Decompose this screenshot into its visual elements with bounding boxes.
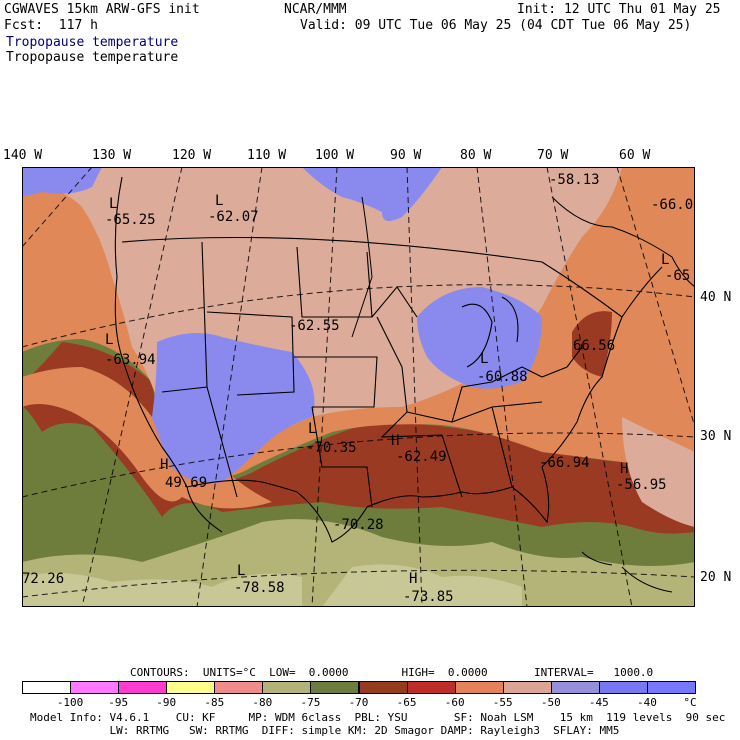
valid-time: Valid: 09 UTC Tue 06 May 25 (04 CDT Tue …: [300, 18, 692, 33]
contour-info: CONTOURS: UNITS=°C LOW= 0.0000 HIGH= 0.0…: [130, 666, 654, 679]
lon-label-90w: 90 W: [390, 148, 422, 163]
colorbar-swatch: [310, 681, 360, 694]
low-marker: L: [237, 563, 245, 579]
colorbar-tick-label: -60: [444, 696, 465, 709]
colorbar-swatch: [646, 681, 696, 694]
temperature-label: -66.03: [651, 197, 695, 213]
lon-label-70w: 70 W: [537, 148, 569, 163]
field-khaki: [22, 573, 302, 607]
map-frame: [22, 167, 695, 607]
temperature-label: -70.28: [333, 517, 384, 533]
high-marker: H: [160, 457, 168, 473]
colorbar-tick-label: -85: [204, 696, 225, 709]
low-marker: L: [105, 332, 113, 348]
colorbar-swatch: [502, 681, 552, 694]
temperature-label: -58.13: [549, 172, 600, 188]
temperature-label: -62.55: [289, 318, 340, 334]
field-red-northeast: [572, 311, 612, 377]
lon-label-130w: 130 W: [92, 148, 132, 163]
colorbar-swatch: [22, 681, 72, 694]
colorbar-swatch: [118, 681, 168, 694]
lon-label-120w: 120 W: [172, 148, 212, 163]
colorbar-tick-label: -45: [588, 696, 609, 709]
model-info-line1: Model Info: V4.6.1 CU: KF MP: WDM 6class…: [30, 711, 726, 724]
field-salmon-east: [622, 417, 695, 527]
colorbar-swatch: [406, 681, 456, 694]
init-time: Init: 12 UTC Thu 01 May 25: [517, 2, 721, 17]
field-blue-rockies: [152, 333, 315, 483]
temperature-label: -78.58: [234, 580, 285, 596]
lon-label-60w: 60 W: [619, 148, 651, 163]
colorbar-swatch: [358, 681, 408, 694]
temperature-label: 66.56: [573, 338, 615, 354]
low-marker: L: [480, 351, 488, 367]
colorbar-tick-label: -70: [348, 696, 369, 709]
forecast-hour: Fcst: 117 h: [4, 18, 98, 33]
colorbar-tick-label: -55: [492, 696, 513, 709]
low-marker: L: [308, 421, 316, 437]
field-title-contours: Tropopause temperature: [6, 50, 179, 65]
lat-label-40n: 40 N: [700, 290, 732, 305]
temperature-label: -56.95: [616, 477, 667, 493]
lon-label-80w: 80 W: [460, 148, 492, 163]
colorbar-swatch: [550, 681, 600, 694]
temperature-label: -66.94: [539, 455, 590, 471]
low-marker: L: [661, 252, 669, 268]
low-marker: L: [109, 196, 117, 212]
colorbar-tick-label: °C: [683, 696, 697, 709]
colorbar-swatch: [70, 681, 120, 694]
temperature-label: -62.49: [396, 449, 447, 465]
high-marker: H: [409, 571, 417, 587]
colorbar-swatch: [454, 681, 504, 694]
colorbar-swatch: [598, 681, 648, 694]
temperature-label: -65: [665, 268, 690, 284]
tropopause-temperature-map: L -65.25 L -62.07 -58.13 -66.03 L -65 L …: [22, 167, 695, 607]
colorbar-tick-label: -90: [156, 696, 177, 709]
lat-label-20n: 20 N: [700, 570, 732, 585]
map-annotations: L -65.25 L -62.07 -58.13 -66.03 L -65 L …: [22, 172, 695, 605]
colorbar-tick-label: -75: [300, 696, 321, 709]
low-marker: L: [215, 193, 223, 209]
temperature-label: -62.07: [208, 209, 259, 225]
colorbar-tick-label: -50: [540, 696, 561, 709]
lat-label-30n: 30 N: [700, 429, 732, 444]
temperature-label: 72.26: [22, 571, 64, 587]
coastline-detail: [351, 196, 695, 593]
lon-label-100w: 100 W: [315, 148, 355, 163]
model-info-line2: LW: RRTMG SW: RRTMG DIFF: simple KM: 2D …: [30, 724, 620, 737]
colorbar-tick-label: -80: [252, 696, 273, 709]
colorbar-swatch: [214, 681, 264, 694]
lon-label-140w: 140 W: [3, 148, 43, 163]
field-title-shaded: Tropopause temperature: [6, 35, 179, 50]
field-khaki-east: [322, 564, 522, 607]
colorbar-swatch: [166, 681, 216, 694]
colorbar-tick-label: -100: [56, 696, 84, 709]
temperature-label: -65.25: [105, 212, 156, 228]
high-marker: H: [620, 461, 628, 477]
political-boundaries: [114, 176, 663, 543]
temperature-label: -60.88: [477, 369, 528, 385]
colorbar-tick-label: -65: [396, 696, 417, 709]
organization-label: NCAR/MMM: [284, 2, 347, 17]
temperature-label: 49.69: [165, 475, 207, 491]
field-blue-northwest: [22, 167, 102, 197]
colorbar-swatch: [262, 681, 312, 694]
temperature-label: -63.94: [105, 352, 156, 368]
colorbar-tick-label: -40: [636, 696, 657, 709]
high-marker: H: [391, 433, 399, 449]
colorbar-tick-label: -95: [108, 696, 129, 709]
lon-label-110w: 110 W: [247, 148, 287, 163]
temperature-label: -70.35: [306, 440, 357, 456]
field-blue-greatlakes: [417, 287, 542, 389]
temperature-label: -73.85: [403, 589, 454, 605]
model-title: CGWAVES 15km ARW-GFS init: [4, 2, 200, 17]
